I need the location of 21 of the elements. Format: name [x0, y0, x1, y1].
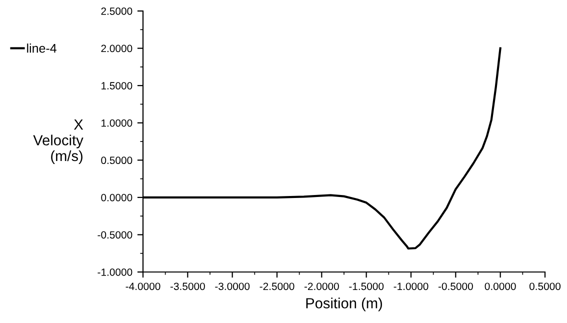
y-tick-label: -1.0000 [98, 268, 132, 276]
x-tick-label: -3.5000 [170, 282, 205, 290]
legend-label: line-4 [27, 44, 56, 53]
y-tick-label: -0.5000 [98, 231, 132, 239]
x-tick-label: -3.0000 [215, 282, 250, 290]
x-tick-label: -2.5000 [260, 282, 294, 290]
y-axis-title: X Velocity (m/s) [33, 120, 84, 164]
y-tick-label: 0.5000 [101, 156, 132, 164]
x-tick-label: -1.0000 [394, 282, 428, 290]
x-axis-title: Position (m) [306, 298, 382, 312]
y-tick-label: 2.0000 [101, 44, 132, 52]
y-tick-label: 0.0000 [101, 194, 132, 202]
x-tick-label: 0.0000 [484, 282, 516, 290]
x-tick-label: -2.0000 [304, 282, 339, 290]
x-tick-label: -0.5000 [438, 282, 473, 290]
y-tick-label: 2.5000 [101, 8, 132, 15]
x-tick-label: -1.5000 [349, 282, 384, 290]
y-tick-label: 1.5000 [102, 82, 132, 90]
x-tick-label: 0.5000 [529, 282, 561, 290]
y-tick-label: 1.0000 [102, 119, 132, 127]
x-tick-label: -4.0000 [126, 282, 160, 290]
